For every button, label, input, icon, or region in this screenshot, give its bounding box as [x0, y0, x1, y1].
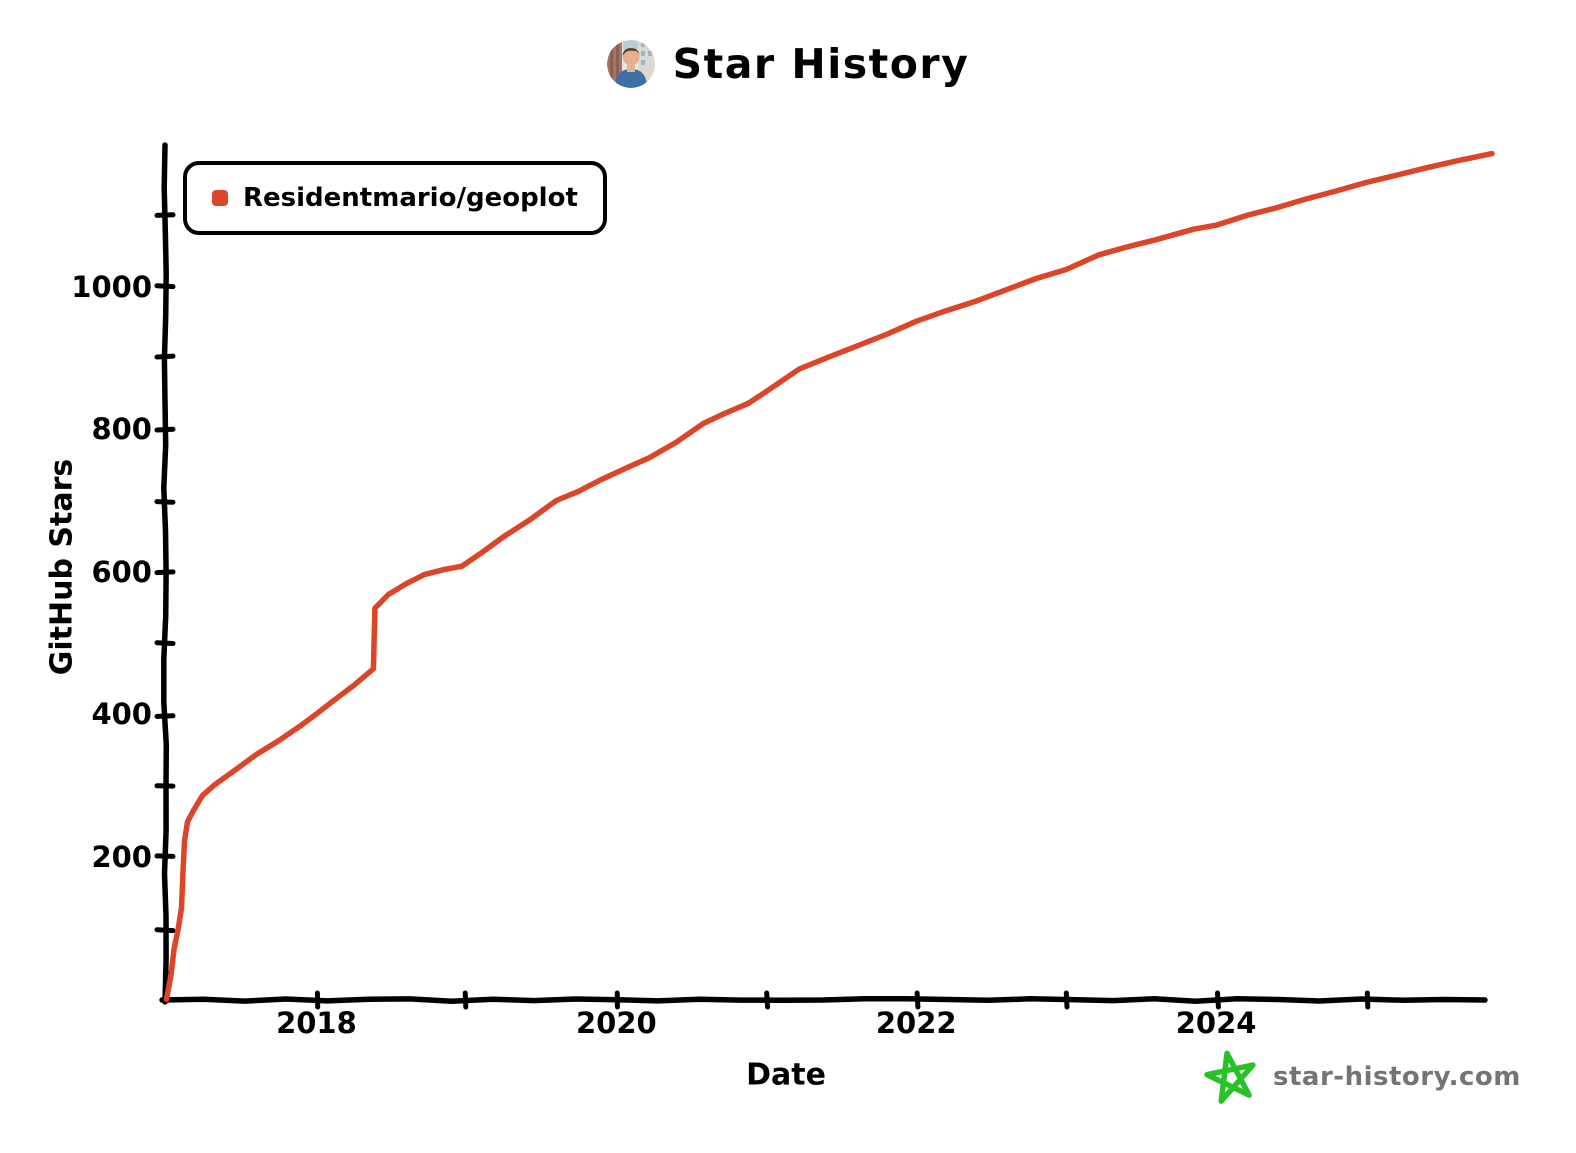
x-axis-tick — [764, 990, 771, 1010]
x-tick-label: 2022 — [875, 1006, 957, 1040]
repo-owner-avatar-icon — [606, 40, 655, 88]
y-axis-tick — [154, 353, 176, 360]
x-axis-title: Date — [746, 1057, 826, 1093]
legend-series-marker — [212, 190, 228, 206]
legend-series-label: Residentmario/geoplot — [243, 183, 578, 213]
y-axis-tick — [154, 499, 176, 505]
y-tick-label: 200 — [91, 839, 152, 874]
x-axis-tick — [914, 990, 921, 1010]
x-tick-label: 2018 — [276, 1006, 357, 1040]
legend: Residentmario/geoplot — [183, 161, 607, 235]
y-axis-tick — [154, 426, 176, 433]
y-axis-tick — [154, 927, 176, 934]
y-axis-tick — [154, 212, 176, 218]
y-axis-tick — [154, 713, 176, 719]
y-axis-tick — [154, 283, 176, 290]
y-tick-label: 600 — [91, 554, 152, 589]
y-tick-label: 400 — [91, 697, 152, 731]
x-axis — [159, 996, 1488, 1005]
x-axis-tick — [1215, 990, 1221, 1010]
y-axis-tick — [154, 853, 176, 859]
y-axis-tick — [154, 569, 176, 576]
x-tick-label: 2020 — [575, 1006, 657, 1040]
x-axis-tick — [1063, 990, 1070, 1010]
x-axis-tick — [462, 990, 469, 1010]
y-tick-label: 1000 — [71, 269, 152, 304]
x-axis-tick — [1364, 990, 1371, 1010]
header: Star History — [0, 40, 1576, 88]
x-tick-label: 2024 — [1175, 1006, 1257, 1040]
star-logo-icon — [1204, 1050, 1256, 1104]
series-line-Residentmario/geoplot — [163, 150, 1495, 1003]
page-title: Star History — [672, 40, 970, 88]
y-axis-tick — [154, 640, 176, 646]
y-tick-label: 800 — [91, 412, 152, 446]
watermark: star-history.com — [1202, 1046, 1521, 1108]
watermark-text: star-history.com — [1273, 1062, 1521, 1092]
